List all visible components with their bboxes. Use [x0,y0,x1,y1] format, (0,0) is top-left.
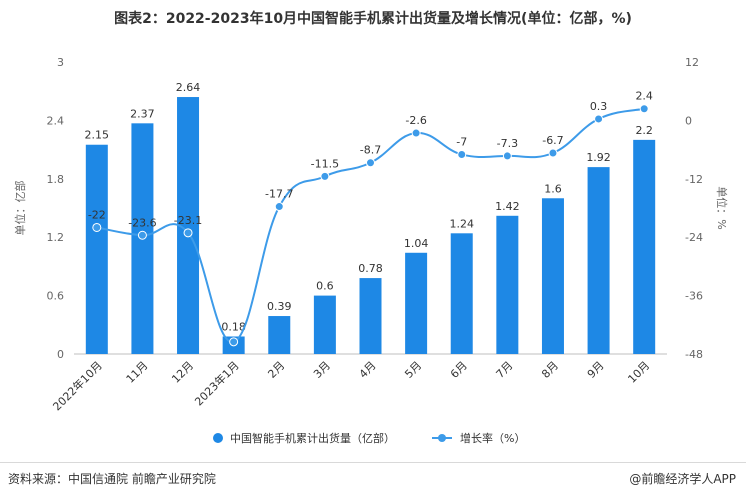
growth-rate-point [411,128,421,138]
x-tick-label: 2月 [265,359,287,381]
bar-value-label: 0.18 [221,320,246,333]
bar [587,167,610,354]
bar-value-label: 2.15 [85,129,110,142]
growth-rate-label: -7.3 [497,137,518,150]
x-tick-label: 11月 [124,359,151,386]
y-right-axis-label: 单位：% [715,186,729,229]
footer-divider [0,462,746,463]
y-left-tick-label: 1.8 [47,173,65,186]
y-right-tick-label: -48 [685,348,703,361]
bar [496,215,519,354]
bar [450,233,473,354]
y-left-tick-label: 1.2 [47,231,65,244]
y-right-tick-label: -36 [685,290,703,303]
growth-rate-point [594,114,604,124]
growth-rate-point [548,148,558,158]
bar [541,198,564,354]
bar-value-label: 1.42 [495,200,520,213]
growth-rate-label: -2.6 [405,114,426,127]
growth-rate-point [183,228,193,238]
brand-note: @前瞻经济学人APP [629,472,736,486]
bar-value-label: 0.78 [358,262,383,275]
growth-rate-point [457,149,467,159]
bar [177,97,200,354]
x-tick-label: 2022年10月 [50,358,105,413]
bar-value-label: 1.6 [544,182,562,195]
bar [405,252,428,354]
growth-rate-label: -11.5 [311,157,339,170]
source-note: 资料来源：中国信通院 前瞻产业研究院 [8,472,216,486]
y-right-tick-label: 12 [685,56,699,69]
growth-rate-point [274,202,284,212]
growth-rate-label: -8.7 [360,144,381,157]
bar-value-label: 1.24 [449,217,474,230]
x-tick-label: 10月 [625,359,652,386]
x-tick-label: 2023年1月 [192,358,242,408]
bar-value-label: 2.37 [130,107,155,120]
bar [268,316,291,354]
growth-rate-label: -17.7 [265,188,293,201]
growth-rate-label: -23.1 [174,214,202,227]
y-left-tick-label: 3 [57,56,64,69]
legend-line-label: 增长率（%） [460,431,525,445]
legend-bar-label: 中国智能手机累计出货量（亿部） [230,431,395,445]
x-tick-label: 6月 [448,359,470,381]
bar-value-label: 2.64 [176,81,201,94]
bar-value-label: 0.39 [267,300,292,313]
y-right-tick-label: 0 [685,114,692,127]
growth-rate-point [639,104,649,114]
bar-value-label: 2.2 [635,124,653,137]
legend-line-marker [438,434,446,442]
growth-rate-point [320,171,330,181]
legend-bar-marker [213,433,223,443]
y-left-tick-label: 0.6 [47,290,65,303]
y-right-tick-label: -24 [685,231,703,244]
growth-rate-point [92,222,102,232]
y-left-tick-label: 2.4 [47,114,65,127]
bar [633,139,656,354]
bar-value-label: 1.92 [586,151,611,164]
x-tick-label: 9月 [585,359,607,381]
x-tick-label: 4月 [357,359,379,381]
bar [313,295,336,354]
growth-rate-point [137,230,147,240]
x-tick-label: 8月 [539,359,561,381]
growth-rate-label: 2.4 [635,90,653,103]
growth-rate-label: -7 [456,135,467,148]
bar [85,144,108,354]
bar-value-label: 1.04 [404,237,429,250]
growth-rate-point [502,151,512,161]
y-right-tick-label: -12 [685,173,703,186]
growth-rate-label: 0.3 [590,100,608,113]
growth-rate-label: -22 [88,208,106,221]
x-tick-label: 12月 [169,359,196,386]
growth-rate-label: -23.6 [128,216,156,229]
growth-rate-point [366,158,375,168]
growth-rate-label: -6.7 [542,134,563,147]
x-tick-label: 7月 [494,359,516,381]
y-left-axis-label: 单位：亿部 [13,181,27,236]
chart-title: 图表2：2022-2023年10月中国智能手机累计出货量及增长情况(单位：亿部，… [114,11,632,27]
x-tick-label: 3月 [311,359,333,381]
bar [359,278,382,354]
growth-rate-point [229,337,239,347]
y-left-tick-label: 0 [57,348,64,361]
bar-value-label: 0.6 [316,280,334,293]
x-tick-label: 5月 [402,359,424,381]
